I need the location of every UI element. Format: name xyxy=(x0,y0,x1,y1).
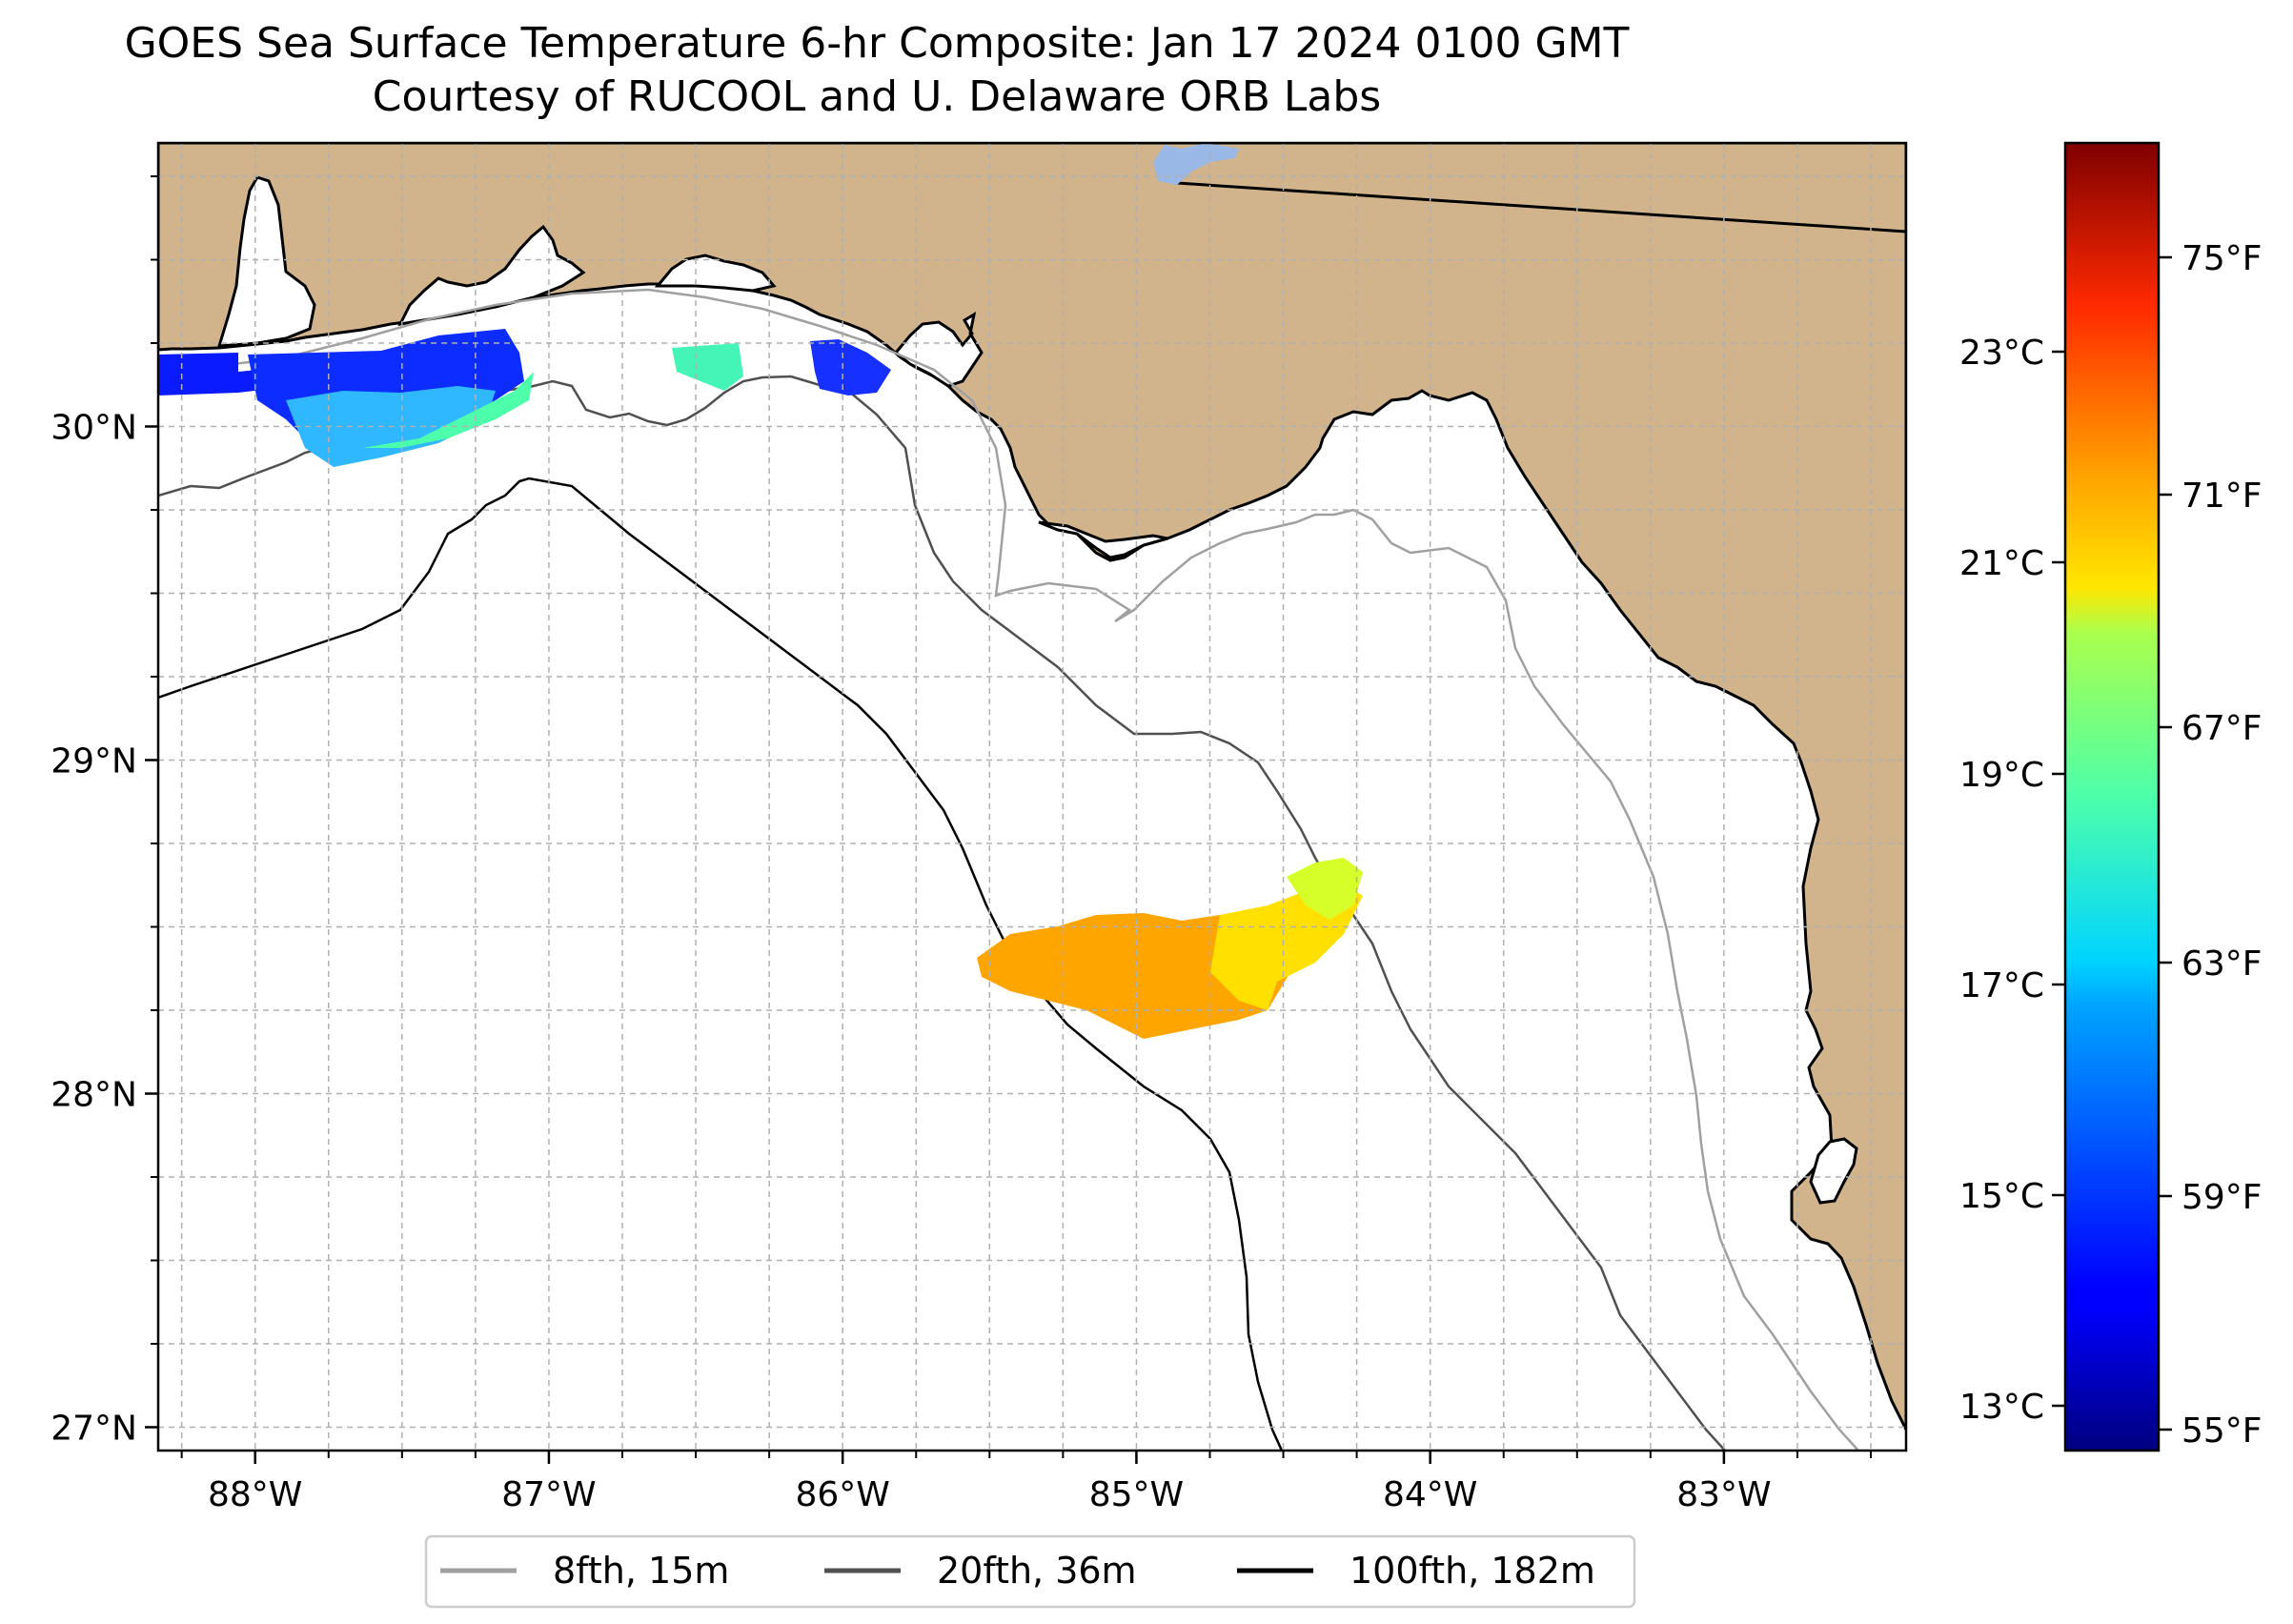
lon-tick-label: 84°W xyxy=(1383,1475,1477,1514)
sst-data-layer xyxy=(158,329,1363,1039)
colorbar-gradient xyxy=(2063,141,2161,1452)
lon-tick-label: 86°W xyxy=(795,1475,889,1514)
colorbar-f-label: 63°F xyxy=(2181,944,2263,984)
colorbar-f-label: 71°F xyxy=(2181,477,2263,516)
isobath-legend: 8fth, 15m 20fth, 36m 100fth, 182m xyxy=(424,1534,1636,1609)
sst-patch-big-bend-green xyxy=(1287,858,1363,920)
tampa-bay xyxy=(1809,1137,1858,1205)
latitude-axis: 27°N 28°N 29°N 30°N xyxy=(51,175,158,1449)
colorbar-c-label: 21°C xyxy=(1959,544,2044,583)
lat-tick-label: 30°N xyxy=(51,409,137,448)
map-frame xyxy=(156,141,1908,1452)
lake xyxy=(1153,143,1239,185)
lon-tick-label: 83°W xyxy=(1676,1475,1771,1514)
lat-tick-label: 28°N xyxy=(51,1076,137,1115)
colorbar: 55°F 59°F 63°F 67°F 71°F 75°F 13°C 15°C 17°C 19°… xyxy=(1959,141,2263,1452)
colorbar-c-label: 23°C xyxy=(1959,334,2044,373)
lon-tick-label: 85°W xyxy=(1089,1475,1184,1514)
lat-tick-label: 27°N xyxy=(51,1410,137,1449)
colorbar-celsius-ticks: 13°C 15°C 17°C 19°C 21°C 23°C xyxy=(1959,334,2065,1427)
state-boundary xyxy=(1176,181,1906,233)
colorbar-c-label: 19°C xyxy=(1959,756,2044,795)
legend-items: 8fth, 15m 20fth, 36m 100fth, 182m xyxy=(440,1550,1595,1592)
colorbar-fahrenheit-ticks: 55°F 59°F 63°F 67°F 71°F 75°F xyxy=(2159,239,2263,1451)
colorbar-c-label: 15°C xyxy=(1959,1177,2044,1216)
legend-label: 20fth, 36m xyxy=(937,1550,1137,1592)
land-mass xyxy=(158,143,1906,1431)
legend-label: 100fth, 182m xyxy=(1349,1550,1595,1592)
colorbar-f-label: 75°F xyxy=(2181,239,2263,278)
colorbar-c-label: 13°C xyxy=(1959,1388,2044,1427)
st-andrew-bay xyxy=(893,311,984,388)
isobath-8fth xyxy=(158,288,1859,1451)
sst-patch-destin xyxy=(672,343,743,391)
pensacola-bay xyxy=(397,224,586,326)
mobile-bay xyxy=(216,175,316,348)
title-line-1: GOES Sea Surface Temperature 6-hr Compos… xyxy=(124,19,1630,68)
gridlines xyxy=(158,143,1906,1451)
colorbar-c-label: 17°C xyxy=(1959,966,2044,1005)
longitude-axis: 88°W 87°W 86°W 85°W 84°W 83°W xyxy=(180,1451,1873,1514)
sst-patch-alabama-green xyxy=(362,372,534,448)
lon-tick-label: 87°W xyxy=(501,1475,596,1514)
colorbar-f-label: 55°F xyxy=(2181,1411,2263,1451)
colorbar-f-label: 67°F xyxy=(2181,709,2263,748)
colorbar-f-label: 59°F xyxy=(2181,1178,2263,1217)
lat-tick-label: 29°N xyxy=(51,742,137,782)
choctawhatchee-bay xyxy=(654,254,777,293)
title-line-2: Courtesy of RUCOOL and U. Delaware ORB L… xyxy=(372,72,1382,121)
isobath-100fth xyxy=(158,477,1284,1451)
legend-label: 8fth, 15m xyxy=(553,1550,729,1592)
legend-frame xyxy=(424,1534,1636,1609)
apalachicola-bay xyxy=(1038,520,1168,559)
map-title: GOES Sea Surface Temperature 6-hr Compos… xyxy=(0,17,1754,124)
map-panel xyxy=(158,143,1906,1451)
sst-patch-panama-city xyxy=(810,339,891,396)
lon-tick-label: 88°W xyxy=(208,1475,302,1514)
